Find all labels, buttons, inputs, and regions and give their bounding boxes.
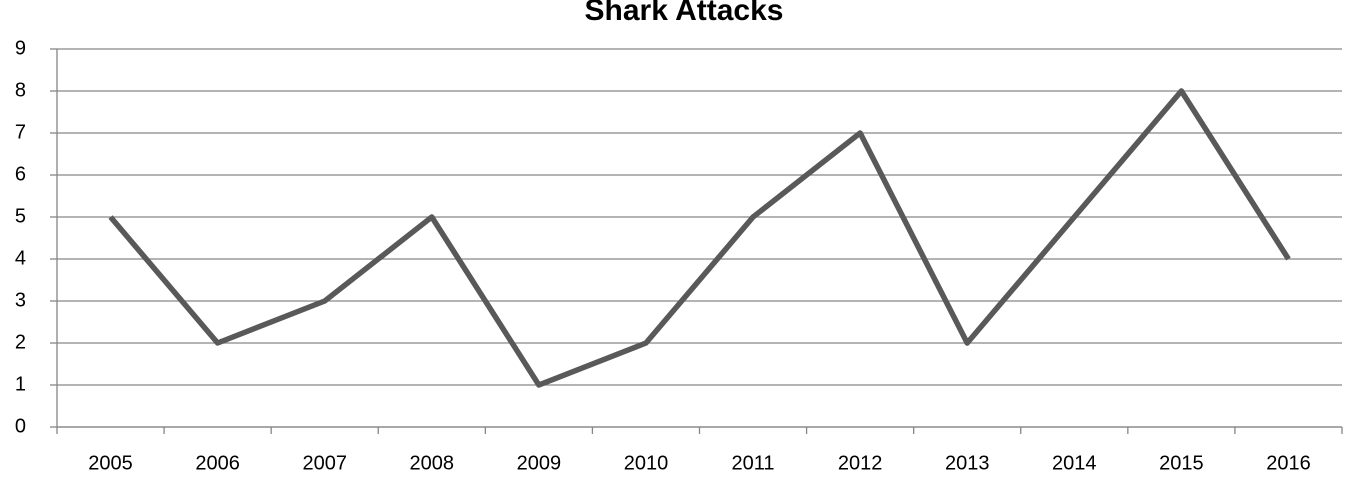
- x-tick-label: 2009: [517, 452, 562, 474]
- x-tick-label: 2012: [838, 452, 883, 474]
- x-tick-label: 2008: [410, 452, 455, 474]
- x-tick-label: 2015: [1159, 452, 1204, 474]
- x-tick-label: 2014: [1052, 452, 1097, 474]
- y-tick-label: 6: [15, 163, 26, 185]
- y-tick-label: 2: [15, 331, 26, 353]
- y-tick-label: 0: [15, 415, 26, 437]
- y-tick-label: 7: [15, 121, 26, 143]
- y-tick-label: 1: [15, 373, 26, 395]
- y-tick-label: 8: [15, 79, 26, 101]
- data-line: [108, 88, 1291, 388]
- y-tick-label: 9: [15, 37, 26, 59]
- x-tick-label: 2010: [624, 452, 669, 474]
- x-tick-label: 2006: [195, 452, 240, 474]
- x-tick-label: 2016: [1266, 452, 1311, 474]
- x-tick-label: 2005: [88, 452, 133, 474]
- y-tick-label: 3: [15, 289, 26, 311]
- chart-title: Shark Attacks: [585, 0, 784, 27]
- y-tick-label: 5: [15, 205, 26, 227]
- x-tick-label: 2013: [945, 452, 990, 474]
- y-tick-label: 4: [15, 247, 26, 269]
- x-tick-label: 2007: [302, 452, 347, 474]
- x-tick-label: 2011: [732, 452, 775, 474]
